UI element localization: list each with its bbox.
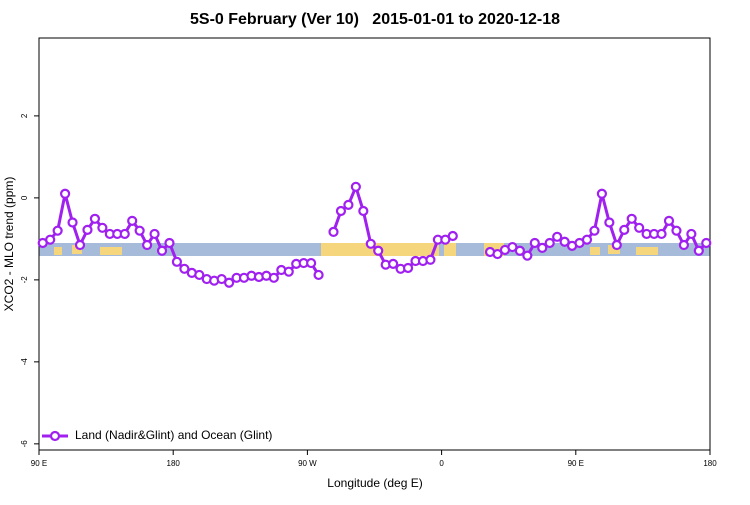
data-point bbox=[149, 228, 160, 240]
data-point bbox=[97, 222, 108, 233]
data-point bbox=[619, 224, 630, 235]
data-point bbox=[634, 222, 645, 233]
data-point bbox=[663, 215, 675, 226]
data-point bbox=[686, 228, 697, 240]
data-point bbox=[343, 199, 354, 210]
data-point bbox=[335, 205, 347, 217]
data-point bbox=[365, 238, 376, 249]
data-point bbox=[402, 262, 414, 274]
data-point bbox=[447, 230, 458, 242]
x-tick-label: 90 E bbox=[31, 459, 47, 468]
data-point bbox=[701, 237, 712, 249]
data-point bbox=[492, 248, 503, 260]
data-point bbox=[328, 226, 339, 238]
data-point bbox=[552, 231, 563, 242]
data-point bbox=[350, 181, 361, 192]
x-tick-label: 180 bbox=[167, 459, 181, 468]
data-point bbox=[589, 225, 600, 236]
data-point bbox=[67, 217, 78, 228]
data-point bbox=[194, 269, 205, 281]
data-point bbox=[596, 188, 607, 199]
data-point bbox=[283, 266, 294, 277]
data-point bbox=[164, 237, 175, 249]
legend-marker bbox=[49, 430, 61, 442]
data-point bbox=[671, 225, 682, 236]
data-point bbox=[224, 277, 235, 288]
land-strip bbox=[608, 245, 620, 254]
data-point bbox=[626, 213, 637, 224]
data-point bbox=[581, 234, 593, 245]
land-strip bbox=[444, 243, 456, 256]
y-tick-label: 2 bbox=[20, 113, 29, 118]
data-point bbox=[678, 239, 690, 251]
land-strip bbox=[54, 247, 62, 255]
data-point bbox=[656, 228, 667, 240]
chart-title: 5S-0 February (Ver 10) 2015-01-01 to 202… bbox=[190, 11, 560, 28]
data-point bbox=[611, 239, 622, 251]
land-strip bbox=[100, 247, 122, 255]
land-strip bbox=[636, 247, 658, 255]
data-point bbox=[514, 245, 525, 256]
y-axis-title: XCO2 - MLO trend (ppm) bbox=[2, 177, 16, 312]
land-strip bbox=[590, 247, 600, 255]
data-point bbox=[52, 225, 63, 236]
data-point bbox=[142, 239, 153, 251]
data-point bbox=[119, 228, 130, 240]
data-point bbox=[156, 245, 168, 256]
data-point bbox=[306, 257, 317, 269]
data-point bbox=[313, 269, 324, 281]
x-axis-title: Longitude (deg E) bbox=[327, 476, 422, 490]
data-point bbox=[59, 188, 71, 199]
x-tick-label: 0 bbox=[439, 459, 444, 468]
data-point bbox=[693, 245, 704, 256]
data-point bbox=[559, 236, 570, 247]
data-point bbox=[604, 217, 615, 228]
data-point bbox=[127, 215, 138, 226]
data-point bbox=[74, 239, 86, 251]
data-point bbox=[82, 224, 93, 235]
data-point bbox=[45, 234, 56, 245]
y-tick-label: -4 bbox=[20, 358, 29, 366]
y-tick-label: 0 bbox=[20, 195, 29, 200]
data-point bbox=[388, 258, 399, 269]
y-tick-label: -6 bbox=[20, 440, 29, 448]
data-point bbox=[134, 225, 145, 236]
x-tick-label: 180 bbox=[703, 459, 717, 468]
legend-label: Land (Nadir&Glint) and Ocean (Glint) bbox=[75, 428, 272, 442]
data-point bbox=[358, 205, 369, 217]
data-point bbox=[171, 256, 183, 267]
data-point bbox=[179, 263, 190, 274]
data-point bbox=[425, 254, 436, 265]
series-line bbox=[332, 185, 454, 271]
x-tick-label: 90 W bbox=[298, 459, 317, 468]
data-point bbox=[522, 250, 533, 261]
data-point bbox=[544, 237, 555, 249]
x-tick-label: 90 E bbox=[568, 459, 584, 468]
land-strip bbox=[72, 245, 82, 254]
data-point bbox=[268, 272, 279, 283]
data-point bbox=[89, 213, 101, 224]
data-point bbox=[373, 245, 384, 256]
data-point bbox=[529, 237, 540, 249]
y-tick-label: -2 bbox=[20, 276, 29, 284]
data-point bbox=[537, 242, 548, 253]
